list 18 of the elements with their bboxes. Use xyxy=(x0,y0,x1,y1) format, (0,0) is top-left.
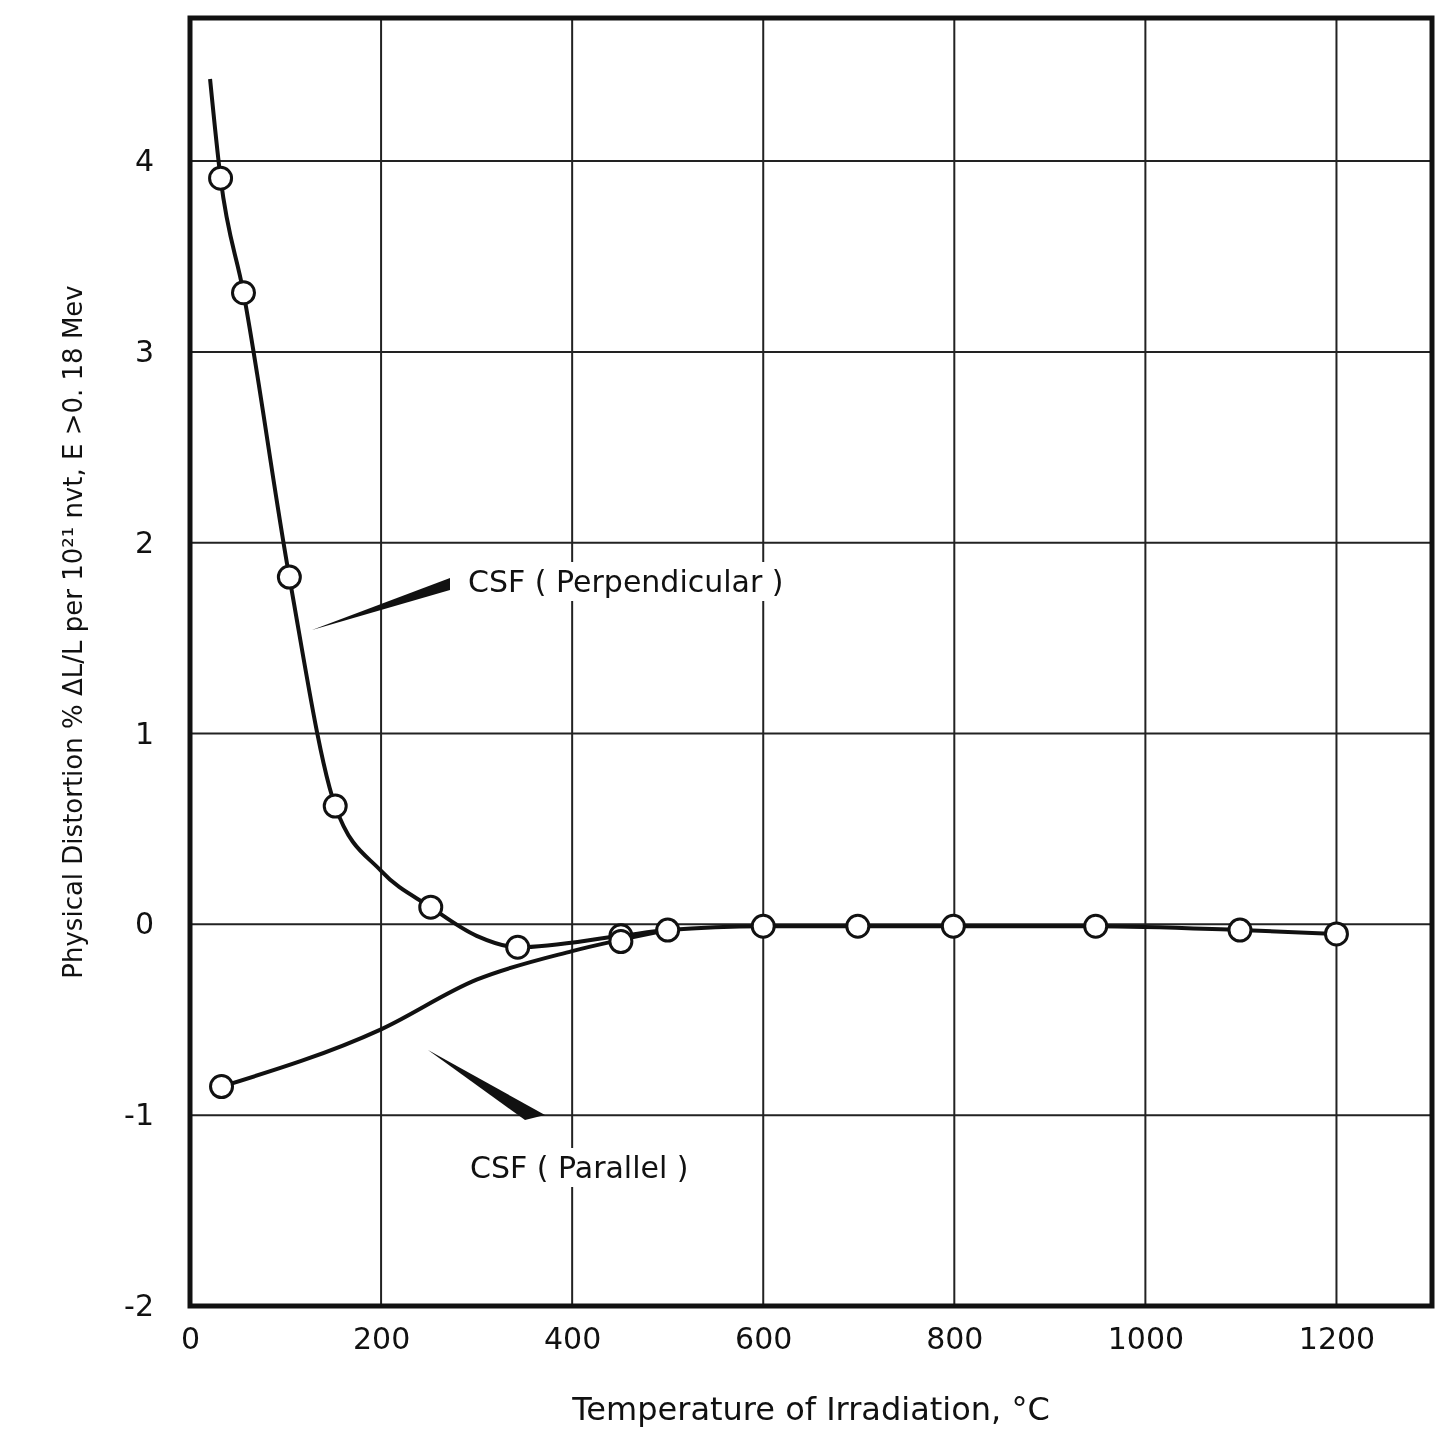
y-tick-label: 3 xyxy=(134,334,154,370)
y-tick-label: 0 xyxy=(134,906,154,942)
x-tick-label: 400 xyxy=(544,1321,602,1357)
y-tick-label: -1 xyxy=(124,1097,154,1133)
x-tick-label: 1200 xyxy=(1298,1321,1376,1357)
y-tick-label: 1 xyxy=(134,715,154,751)
y-tick-label: 4 xyxy=(134,143,154,179)
x-axis-title: Temperature of Irradiation, °C xyxy=(571,1390,1050,1428)
x-tick-label: 200 xyxy=(352,1321,411,1357)
y-tick-label: 2 xyxy=(134,524,154,560)
y-axis-title: Physical Distortion % ΔL/L per 10²¹ nvt, E >0. 18 Mev xyxy=(58,285,88,979)
x-tick-label: 600 xyxy=(735,1321,793,1357)
x-tick-label: 1000 xyxy=(1107,1321,1185,1357)
annotation: CSF ( Perpendicular ) xyxy=(468,564,784,599)
x-tick-label: 0 xyxy=(180,1321,201,1357)
y-tick-label: -2 xyxy=(124,1288,154,1324)
annotation: CSF ( Parallel ) xyxy=(470,1150,689,1185)
x-tick-label: 800 xyxy=(926,1321,984,1357)
